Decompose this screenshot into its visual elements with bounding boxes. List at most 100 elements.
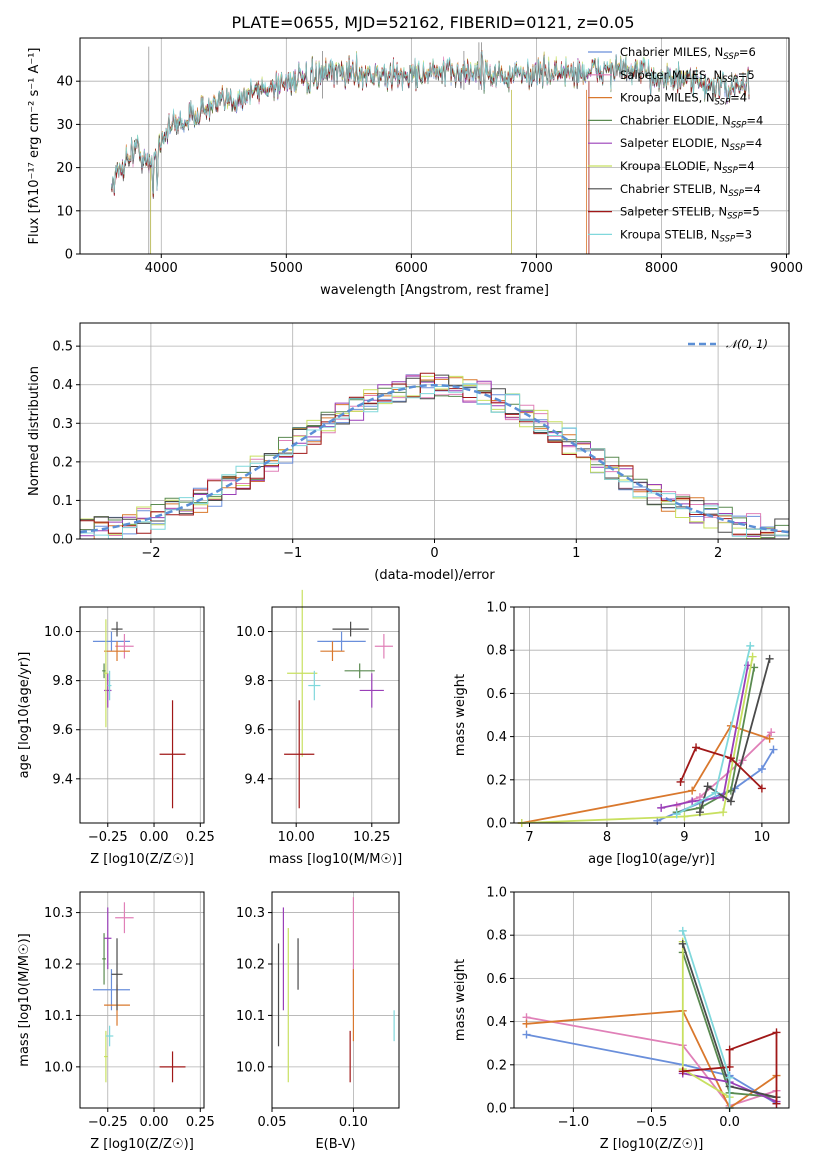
legend-entry: Salpeter STELIB, NSSP=5 — [620, 205, 760, 222]
legend-entry: Salpeter ELODIE, NSSP=4 — [620, 136, 762, 153]
axes-1: −2 −1 0 1 2 0.0 0.1 0.2 0.3 0.4 0.5 (data-model)/er… — [27, 322, 790, 583]
x-tick-label: 0 — [430, 546, 438, 561]
mass-weight-marker — [772, 1099, 781, 1108]
axes-frame — [513, 891, 790, 1109]
mass-weight-marker — [726, 797, 735, 806]
error-bar-point — [374, 634, 393, 659]
y-axis-label: Flux [fλ10⁻¹⁷ erg cm⁻² s⁻¹ A⁻¹] — [27, 48, 42, 245]
legend-entry: Salpeter MILES, NSSP=5 — [620, 68, 755, 85]
error-bar-point — [111, 938, 123, 1011]
y-tick-label: 0.8 — [486, 929, 507, 944]
mass-weight-marker — [711, 788, 720, 797]
mass-weight-marker — [769, 745, 778, 754]
x-tick-label: 0.25 — [186, 1115, 215, 1130]
error-bar-point — [104, 1030, 108, 1083]
error-bar-point — [320, 641, 345, 661]
error-bar-point — [104, 641, 130, 661]
y-tick-label: 0.2 — [52, 455, 73, 470]
plot-area — [284, 589, 393, 809]
y-tick-label: 10.2 — [44, 958, 73, 973]
mass-weight-line — [526, 1016, 777, 1107]
x-tick-label: 0.00 — [140, 830, 169, 845]
error-bar-point — [115, 634, 134, 659]
mass-weight-marker — [692, 743, 701, 752]
x-axis-label: (data-model)/error — [374, 568, 495, 583]
y-tick-label: 9.8 — [52, 674, 73, 689]
y-tick-label: 0.0 — [52, 533, 73, 548]
plot-area — [522, 926, 781, 1112]
x-tick-label: 6000 — [395, 261, 428, 276]
error-bar-point — [344, 663, 375, 679]
x-axis-label: wavelength [Angstrom, rest frame] — [320, 283, 549, 298]
y-tick-label: 0.2 — [486, 1058, 507, 1073]
mass-weight-marker — [757, 765, 766, 773]
legend-entry: 𝒩(0, 1) — [726, 337, 768, 351]
mass-weight-marker — [695, 808, 704, 817]
x-tick-label: 9 — [680, 830, 688, 845]
y-axis-label: mass [log10(M/M☉)] — [17, 933, 32, 1066]
y-tick-label: 0.0 — [486, 817, 507, 832]
mass-weight-line — [656, 749, 775, 822]
axes-frame — [513, 606, 790, 824]
x-tick-label: 4000 — [145, 261, 178, 276]
mass-weight-marker — [672, 810, 681, 819]
y-tick-label: 10.3 — [44, 906, 73, 921]
x-axis-label: Z [log10(Z/Z☉)] — [600, 1137, 704, 1152]
error-bar-point — [115, 902, 134, 934]
mass-weight-marker — [725, 1045, 734, 1054]
y-tick-label: 9.6 — [52, 723, 73, 738]
mass-weight-marker — [522, 1030, 531, 1039]
mass-weight-marker — [678, 939, 687, 948]
axes-frame — [79, 891, 205, 1109]
x-tick-label: 8 — [603, 830, 611, 845]
y-axis-label: mass weight — [453, 674, 468, 756]
legend: Chabrier MILES, NSSP=6 Salpeter MILES, NS… — [588, 45, 763, 244]
y-axis-label: mass weight — [453, 959, 468, 1041]
x-tick-label: 0.25 — [186, 830, 215, 845]
y-tick-label: 0 — [65, 248, 73, 263]
error-bar-point — [92, 631, 130, 652]
mass-weight-line — [679, 746, 763, 790]
mass-weight-marker — [657, 803, 666, 812]
legend-entry: Kroupa ELODIE, NSSP=4 — [620, 159, 755, 176]
mass-weight-line — [676, 667, 755, 814]
mass-weight-marker — [757, 784, 766, 793]
x-tick-label: −1.0 — [558, 1115, 590, 1130]
mass-weight-marker — [767, 728, 776, 737]
y-tick-label: 10.0 — [236, 1060, 265, 1075]
y-tick-label: 1.0 — [486, 601, 507, 616]
y-tick-label: 0.4 — [52, 378, 73, 393]
x-tick-label: −0.25 — [88, 830, 128, 845]
plot-area — [92, 902, 186, 1083]
mass-weight-marker — [746, 641, 755, 650]
spectrum-line — [110, 51, 750, 194]
y-tick-label: 0.5 — [52, 340, 73, 355]
mass-weight-marker — [688, 786, 697, 795]
error-bar-point — [317, 631, 366, 652]
x-tick-label: 10.25 — [353, 830, 390, 845]
x-tick-label: 10 — [754, 830, 771, 845]
chart-title: PLATE=0655, MJD=52162, FIBERID=0121, z=0… — [231, 13, 634, 32]
error-bar-point — [104, 619, 108, 728]
axes-3: 10.00 10.25 9.4 9.6 9.8 10.0 mass [log10(M/M☉)… — [236, 589, 402, 867]
y-tick-label: 9.4 — [244, 772, 265, 787]
y-tick-label: 10.0 — [44, 625, 73, 640]
axes-4: 7 8 9 10 0.0 0.2 0.4 0.6 0.8 1.0 age [log10(age/yr… — [453, 601, 790, 867]
y-tick-label: 30 — [56, 118, 73, 133]
mass-weight-line — [521, 656, 754, 824]
y-tick-label: 40 — [56, 75, 73, 90]
error-bar-point — [102, 933, 106, 985]
x-axis-label: Z [log10(Z/Z☉)] — [90, 852, 194, 867]
axes-6: 0.05 0.10 10.0 10.1 10.2 10.3 E(B-V) — [236, 891, 400, 1152]
y-tick-label: 10.1 — [236, 1009, 265, 1024]
mass-weight-marker — [748, 652, 757, 661]
x-tick-label: 9000 — [770, 261, 803, 276]
y-tick-label: 0.1 — [52, 494, 73, 509]
x-tick-label: 7 — [525, 830, 533, 845]
mass-weight-marker — [688, 797, 697, 806]
mass-weight-marker — [719, 808, 728, 817]
y-tick-label: 0.6 — [486, 972, 507, 987]
y-tick-label: 0.0 — [486, 1102, 507, 1117]
legend-entry: Chabrier STELIB, NSSP=4 — [620, 182, 761, 199]
x-tick-label: 8000 — [645, 261, 678, 276]
